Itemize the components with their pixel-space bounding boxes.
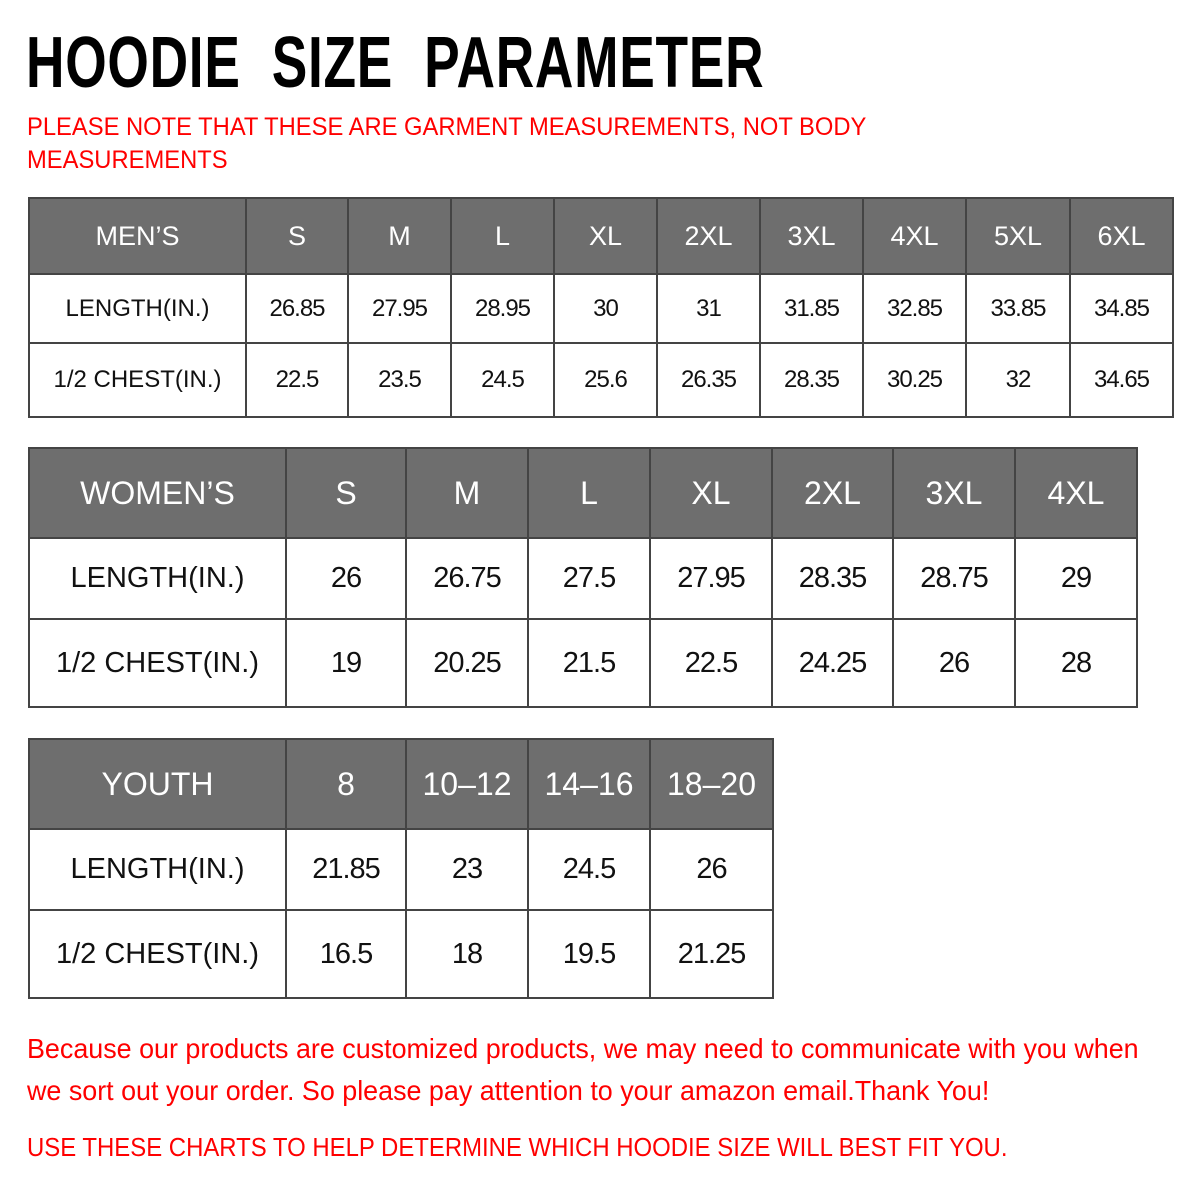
womens-size-table: WOMEN’S S M L XL 2XL 3XL 4XL LENGTH(IN.) 26 26.75 2…: [28, 447, 1138, 708]
size-header: 2XL: [656, 197, 761, 275]
measurement-value: 26: [285, 537, 407, 620]
category-label: MEN’S: [28, 197, 247, 275]
measurement-value: 28.95: [450, 273, 555, 344]
youth-size-table: YOUTH 8 10–12 14–16 18–20 LENGTH(IN.) 21.85 23 2…: [28, 738, 774, 999]
measurement-value: 23: [405, 828, 529, 911]
page-title: HOODIE SIZE PARAMETER: [26, 23, 765, 103]
measurement-value: 21.5: [527, 618, 651, 708]
measurement-label: 1/2 CHEST(IN.): [28, 909, 287, 999]
measurement-value: 16.5: [285, 909, 407, 999]
measurement-label: LENGTH(IN.): [28, 828, 287, 911]
measurement-value: 19.5: [527, 909, 651, 999]
garment-measurement-note: PLEASE NOTE THAT THESE ARE GARMENT MEASU…: [27, 113, 866, 174]
measurement-value: 30: [553, 273, 658, 344]
measurement-value: 22.5: [649, 618, 773, 708]
header-row: MEN’S S M L XL 2XL 3XL 4XL 5XL 6XL: [28, 197, 1174, 275]
measurement-value: 22.5: [245, 342, 349, 418]
measurement-value: 26.75: [405, 537, 529, 620]
measurement-value: 20.25: [405, 618, 529, 708]
measurement-value: 34.65: [1069, 342, 1174, 418]
measurement-value: 29: [1014, 537, 1138, 620]
size-header: XL: [553, 197, 658, 275]
measurement-label: 1/2 CHEST(IN.): [28, 618, 287, 708]
size-header: 8: [285, 738, 407, 830]
measurement-value: 26.85: [245, 273, 349, 344]
measurement-label: 1/2 CHEST(IN.): [28, 342, 247, 418]
size-header: 3XL: [759, 197, 864, 275]
measurement-value: 27.95: [649, 537, 773, 620]
size-header: M: [347, 197, 452, 275]
size-header: 4XL: [862, 197, 967, 275]
size-header: 5XL: [965, 197, 1071, 275]
table-row: LENGTH(IN.) 26.85 27.95 28.95 30 31 31.85 32.85…: [28, 273, 1174, 344]
size-header: 4XL: [1014, 447, 1138, 539]
measurement-value: 19: [285, 618, 407, 708]
measurement-label: LENGTH(IN.): [28, 273, 247, 344]
size-header: S: [245, 197, 349, 275]
measurement-value: 32.85: [862, 273, 967, 344]
footer-note: USE THESE CHARTS TO HELP DETERMINE WHICH…: [27, 1132, 1008, 1162]
size-header: L: [450, 197, 555, 275]
mens-size-table: MEN’S S M L XL 2XL 3XL 4XL 5XL 6XL LENGTH(IN.) 26.8…: [28, 197, 1174, 418]
measurement-value: 33.85: [965, 273, 1071, 344]
measurement-value: 21.85: [285, 828, 407, 911]
measurement-value: 25.6: [553, 342, 658, 418]
measurement-value: 18: [405, 909, 529, 999]
header-row: YOUTH 8 10–12 14–16 18–20: [28, 738, 774, 830]
table-row: LENGTH(IN.) 26 26.75 27.5 27.95 28.35 28.75 29: [28, 537, 1138, 620]
category-label: WOMEN’S: [28, 447, 287, 539]
header-row: WOMEN’S S M L XL 2XL 3XL 4XL: [28, 447, 1138, 539]
size-header: 10–12: [405, 738, 529, 830]
measurement-value: 28.35: [759, 342, 864, 418]
measurement-value: 27.5: [527, 537, 651, 620]
measurement-value: 31: [656, 273, 761, 344]
measurement-label: LENGTH(IN.): [28, 537, 287, 620]
table-row: 1/2 CHEST(IN.) 19 20.25 21.5 22.5 24.25 26 28: [28, 618, 1138, 708]
table-row: 1/2 CHEST(IN.) 16.5 18 19.5 21.25: [28, 909, 774, 999]
size-header: 2XL: [771, 447, 894, 539]
measurement-value: 26: [892, 618, 1016, 708]
measurement-value: 26: [649, 828, 774, 911]
size-header: XL: [649, 447, 773, 539]
table-row: LENGTH(IN.) 21.85 23 24.5 26: [28, 828, 774, 911]
measurement-value: 31.85: [759, 273, 864, 344]
measurement-value: 21.25: [649, 909, 774, 999]
table-row: 1/2 CHEST(IN.) 22.5 23.5 24.5 25.6 26.35 28.35…: [28, 342, 1174, 418]
size-header: L: [527, 447, 651, 539]
measurement-value: 28: [1014, 618, 1138, 708]
measurement-value: 24.5: [527, 828, 651, 911]
measurement-value: 32: [965, 342, 1071, 418]
measurement-value: 28.75: [892, 537, 1016, 620]
size-header: 18–20: [649, 738, 774, 830]
measurement-value: 30.25: [862, 342, 967, 418]
size-header: 3XL: [892, 447, 1016, 539]
customization-message: Because our products are customized prod…: [27, 1033, 1139, 1106]
size-header: 6XL: [1069, 197, 1174, 275]
measurement-value: 24.5: [450, 342, 555, 418]
category-label: YOUTH: [28, 738, 287, 830]
measurement-value: 23.5: [347, 342, 452, 418]
size-header: M: [405, 447, 529, 539]
measurement-value: 34.85: [1069, 273, 1174, 344]
measurement-value: 28.35: [771, 537, 894, 620]
size-header: 14–16: [527, 738, 651, 830]
measurement-value: 26.35: [656, 342, 761, 418]
measurement-value: 24.25: [771, 618, 894, 708]
measurement-value: 27.95: [347, 273, 452, 344]
size-header: S: [285, 447, 407, 539]
